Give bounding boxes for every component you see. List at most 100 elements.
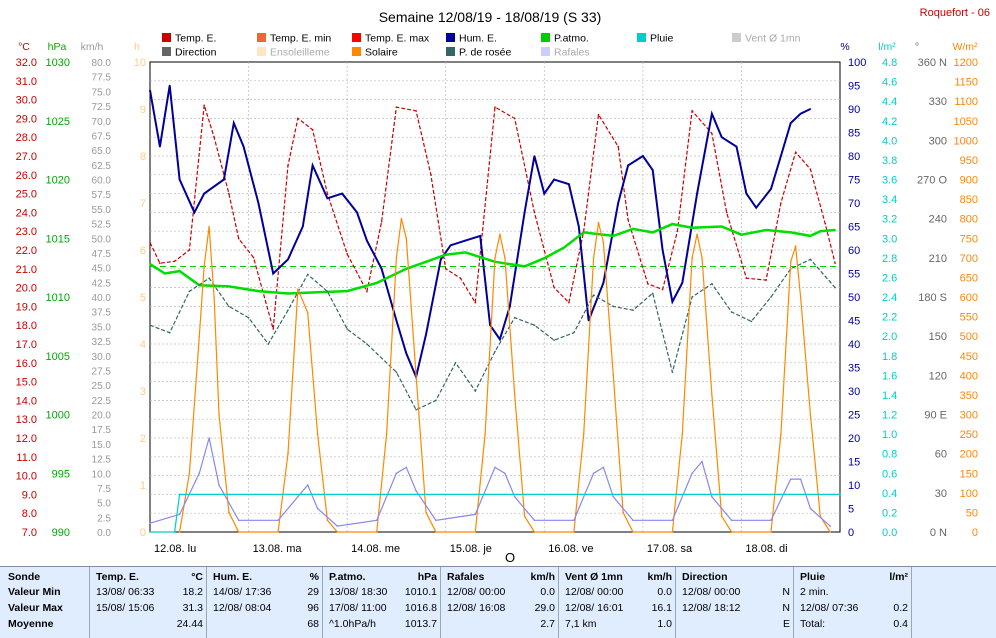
tick-label-rain: 3.6 — [882, 175, 897, 187]
series-hum-e- — [149, 85, 811, 381]
station-name: Roquefort - 06 — [920, 7, 990, 19]
data-point — [232, 122, 235, 124]
data-point — [839, 493, 841, 496]
data-point — [439, 258, 442, 261]
legend-label: Vent Ø 1mn — [745, 33, 801, 45]
data-point — [277, 519, 279, 522]
stats-temp-date: 15/08/ 15:06 — [96, 602, 155, 614]
tick-label-press: 995 — [52, 468, 70, 480]
tick-label-temp: 16.0 — [16, 358, 37, 370]
stats-wind-row: 12/08/ 00:00 0.0 — [559, 584, 676, 600]
data-point — [553, 178, 555, 181]
tick-label-rain: 0.8 — [882, 449, 897, 461]
tick-label-wind: 7.5 — [97, 484, 111, 495]
legend-swatch — [352, 33, 361, 42]
tick-label-wind: 45.0 — [92, 264, 112, 275]
tick-label-temp: 27.0 — [16, 151, 37, 163]
stats-wind-value: 0.0 — [657, 586, 672, 598]
data-point — [632, 228, 634, 230]
data-point — [203, 192, 206, 195]
stats-rain-date: 12/08/ 07:36 — [800, 602, 859, 614]
stats-hum-value: 68 — [307, 618, 319, 630]
data-point — [770, 531, 772, 533]
data-point — [375, 282, 378, 284]
data-point — [568, 301, 570, 304]
stats-dir-date: 12/08/ 18:12 — [682, 602, 741, 614]
data-point — [533, 519, 536, 522]
tick-label-wind: 10.0 — [92, 469, 112, 480]
data-point — [449, 244, 452, 247]
data-point — [316, 291, 319, 294]
data-point — [691, 226, 693, 229]
data-point — [720, 136, 723, 138]
x-axis-labels: 12.08. lu 13.08. ma 14.08. me 15.08. je 16.0… — [154, 543, 788, 565]
data-point — [780, 202, 782, 204]
stats-wind-row: 7,1 km 1.0 — [559, 616, 676, 632]
data-point — [494, 106, 496, 108]
tick-label-temp: 14.0 — [16, 395, 37, 407]
stats-press-value: 1016.8 — [404, 602, 437, 614]
data-point — [661, 288, 664, 291]
tick-label-temp: 8.0 — [22, 508, 37, 520]
data-point — [651, 292, 654, 295]
stats-gust-title-text: Rafales — [447, 571, 485, 583]
data-point — [602, 466, 605, 469]
stats-wind-unit: km/h — [647, 571, 672, 583]
legend-label: Direction — [175, 47, 217, 59]
tick-label-dir: 60 — [935, 449, 947, 461]
stats-rain-value: 0.2 — [893, 602, 908, 614]
stats-press-value: 1013.7 — [404, 618, 437, 630]
tick-label-wind: 75.0 — [92, 87, 112, 98]
tick-label-rain: 1.0 — [882, 429, 897, 441]
stats-gust-unit: km/h — [530, 571, 555, 583]
tick-label-rain: 1.8 — [882, 351, 897, 363]
stats-dir-title: Direction — [676, 570, 794, 584]
stats-gust-value: 2.7 — [540, 618, 555, 630]
tick-label-solar: 1100 — [954, 96, 978, 108]
tick-label-solar: 300 — [960, 410, 978, 422]
data-point — [444, 268, 447, 270]
stats-hum-title-text: Hum. E. — [213, 571, 253, 583]
x-tick-label: 17.08. sa — [647, 543, 693, 555]
data-point — [425, 260, 427, 263]
tick-label-solar: 750 — [960, 233, 978, 245]
data-point — [789, 122, 792, 124]
data-point — [366, 290, 368, 293]
data-point — [720, 515, 723, 518]
tick-label-wind: 37.5 — [92, 308, 112, 319]
legend-label: Pluie — [650, 33, 674, 45]
tick-label-press: 1015 — [46, 233, 70, 245]
legend-swatch — [541, 47, 550, 56]
x-tick-label: 16.08. ve — [548, 543, 593, 555]
stats-gust-row: 12/08/ 16:08 29.0 — [441, 600, 559, 616]
tick-label-solar: 150 — [960, 468, 978, 480]
stats-temp-date: 13/08/ 06:33 — [96, 586, 155, 598]
data-point — [597, 113, 600, 116]
legend-swatch — [162, 33, 171, 42]
data-point — [356, 211, 358, 214]
data-point — [745, 277, 748, 280]
data-point — [701, 460, 703, 463]
tick-label-solar: 1200 — [954, 57, 978, 69]
stats-hum-date — [207, 618, 213, 630]
tick-label-hum: 30 — [848, 386, 860, 398]
data-point — [770, 188, 772, 190]
tick-label-hum: 15 — [848, 457, 860, 469]
data-point — [178, 513, 181, 516]
stats-gust-row: 2.7 — [441, 616, 559, 632]
data-point — [809, 168, 812, 170]
data-point — [622, 511, 624, 514]
data-point — [745, 192, 748, 195]
tick-label-wind: 0.0 — [97, 528, 111, 539]
data-point — [149, 522, 151, 524]
data-point — [809, 413, 812, 416]
tick-label-wind: 67.5 — [92, 131, 112, 142]
data-point — [587, 319, 590, 322]
tick-label-temp: 31.0 — [16, 76, 37, 88]
data-point — [193, 211, 196, 214]
data-point — [454, 362, 457, 364]
data-point — [425, 333, 427, 336]
data-point — [395, 257, 398, 259]
data-point — [341, 192, 344, 195]
data-point — [326, 290, 329, 293]
